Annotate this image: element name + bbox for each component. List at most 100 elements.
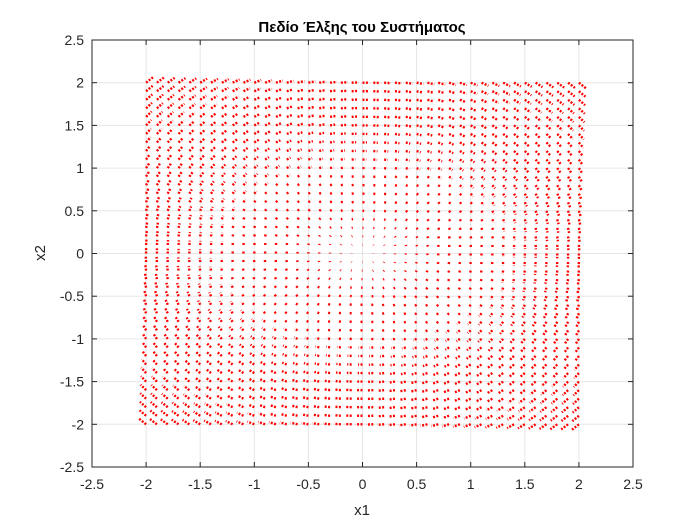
x-tick-label: 1.5 <box>515 476 535 492</box>
field-vector <box>307 286 308 287</box>
field-vector <box>393 296 395 297</box>
field-vector <box>319 218 320 219</box>
y-tick-label: 2.5 <box>65 32 85 48</box>
field-vector <box>449 236 450 238</box>
field-vector <box>298 226 299 228</box>
field-vector <box>395 219 396 220</box>
y-tick-label: -0.5 <box>60 288 84 304</box>
field-vector <box>437 279 438 281</box>
field-vector <box>341 210 343 211</box>
field-vector <box>406 219 407 220</box>
field-vector <box>297 277 298 279</box>
field-vector <box>330 219 331 220</box>
x-axis-label: x1 <box>354 502 370 519</box>
field-vector <box>448 271 449 273</box>
field-vector <box>427 219 428 221</box>
field-vector <box>341 236 342 237</box>
field-vector <box>319 235 320 236</box>
field-vector <box>427 271 428 273</box>
field-vector <box>308 235 309 236</box>
field-vector <box>297 269 298 271</box>
field-vector <box>406 202 408 203</box>
field-vector <box>406 236 407 237</box>
field-vector <box>438 219 439 221</box>
y-tick-label: 0 <box>76 246 84 262</box>
field-vector <box>426 279 427 281</box>
field-vector <box>406 211 408 212</box>
field-vector <box>328 304 330 305</box>
x-tick-label: 1 <box>467 476 475 492</box>
field-vector <box>417 236 418 237</box>
field-vector <box>416 271 417 272</box>
field-vector <box>296 286 297 288</box>
y-tick-label: -1.5 <box>60 374 84 390</box>
field-vector <box>328 295 330 296</box>
field-vector <box>395 228 396 229</box>
field-vector <box>427 236 428 238</box>
y-tick-label: 1.5 <box>65 117 85 133</box>
field-vector <box>438 271 439 273</box>
field-vector <box>341 227 342 228</box>
field-vector <box>330 210 332 211</box>
field-vector <box>340 279 341 280</box>
x-tick-label: -1 <box>248 476 261 492</box>
field-vector <box>340 270 341 271</box>
field-vector <box>307 278 308 279</box>
x-tick-label: 2 <box>575 476 583 492</box>
field-vector <box>308 209 310 210</box>
y-tick-label: -2.5 <box>60 459 84 475</box>
field-vector <box>417 211 419 212</box>
field-vector <box>382 296 384 297</box>
x-tick-label: 0.5 <box>407 476 427 492</box>
field-vector <box>384 202 386 203</box>
field-vector <box>417 219 418 220</box>
field-vector <box>298 218 299 220</box>
field-vector <box>383 279 384 280</box>
field-vector <box>286 277 287 279</box>
field-vector <box>339 296 341 297</box>
field-vector <box>287 217 288 219</box>
field-vector <box>330 201 332 202</box>
field-vector <box>404 296 406 297</box>
field-vector <box>308 218 309 219</box>
field-vector <box>330 236 331 237</box>
field-vector <box>393 305 395 306</box>
x-tick-label: -0.5 <box>296 476 320 492</box>
field-vector <box>330 227 331 228</box>
field-vector <box>405 271 406 272</box>
y-tick-label: 1 <box>76 160 84 176</box>
field-vector <box>318 295 320 296</box>
field-vector <box>339 287 340 288</box>
field-vector <box>394 279 395 280</box>
field-vector <box>405 279 406 280</box>
y-tick-label: 0.5 <box>65 203 85 219</box>
field-vector <box>438 228 439 230</box>
field-vector <box>394 288 395 289</box>
field-vector <box>341 202 343 203</box>
field-vector <box>287 235 288 237</box>
field-vector <box>394 271 395 272</box>
field-vector <box>308 269 309 270</box>
x-tick-label: 0 <box>359 476 367 492</box>
x-tick-label: -2.5 <box>80 476 104 492</box>
field-vector <box>383 288 384 289</box>
field-vector <box>417 228 418 229</box>
field-vector <box>308 227 309 228</box>
field-vector <box>319 210 321 211</box>
x-tick-label: 2.5 <box>623 476 643 492</box>
field-vector <box>318 278 319 279</box>
y-tick-label: 2 <box>76 75 84 91</box>
field-vector <box>317 304 319 305</box>
field-vector <box>384 219 385 220</box>
y-tick-label: -1 <box>72 331 85 347</box>
field-vector <box>437 288 438 290</box>
field-vector <box>384 236 385 237</box>
field-vector <box>384 228 385 229</box>
field-vector <box>416 279 417 280</box>
field-vector <box>382 305 384 306</box>
field-vector <box>404 305 406 306</box>
field-vector <box>298 235 299 237</box>
field-vector <box>329 287 330 288</box>
